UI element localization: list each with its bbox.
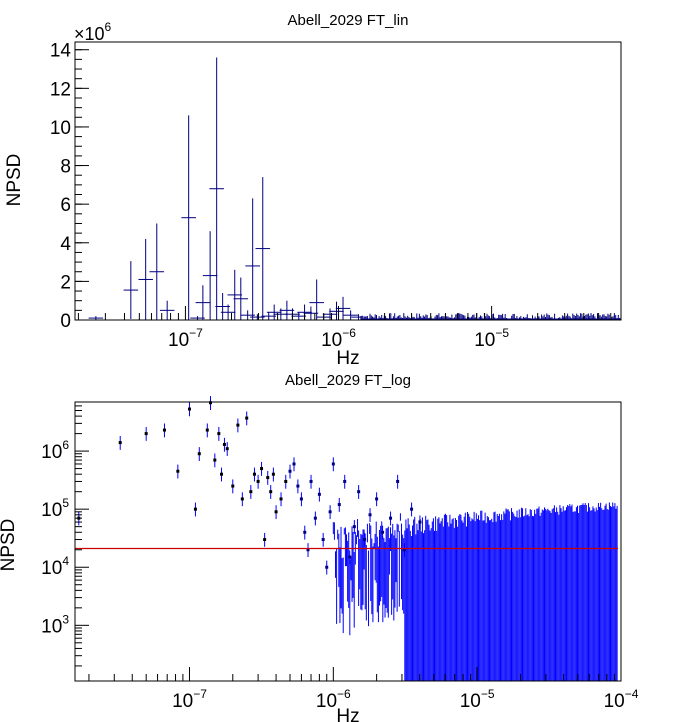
log-data-point <box>205 428 209 432</box>
lin-y-multiplier: ×106 <box>74 20 112 44</box>
log-data-point <box>274 510 278 514</box>
lin-y-tick-label: 6 <box>60 195 71 216</box>
log-data-point <box>284 479 288 483</box>
log-data-point <box>236 423 240 427</box>
log-x-tick-label: 10−5 <box>460 687 495 712</box>
log-data-point <box>368 513 372 517</box>
log-plot-frame <box>74 401 622 682</box>
log-y-ticks: 103 104 105 106 <box>41 401 89 667</box>
log-data-point <box>208 401 212 405</box>
log-x-tick-label: 10−6 <box>316 687 351 712</box>
log-data-point <box>309 479 313 483</box>
lin-y-axis-label: NPSD <box>4 154 25 207</box>
log-data-point <box>144 432 148 436</box>
log-data-point <box>325 565 329 569</box>
log-data-point <box>249 490 253 494</box>
log-data-point <box>299 497 303 501</box>
log-title: Abell_2029 FT_log <box>285 372 411 389</box>
log-data-point <box>217 432 221 436</box>
log-data-point <box>263 538 267 542</box>
log-data-point <box>331 462 335 466</box>
log-data-point <box>306 548 310 552</box>
lin-plot-frame <box>74 41 622 321</box>
lin-title: Abell_2029 FT_lin <box>288 12 409 29</box>
log-x-axis-label: Hz <box>336 706 359 722</box>
log-data-point <box>352 525 356 529</box>
log-data-point <box>220 472 224 476</box>
log-data-point <box>313 516 317 520</box>
log-data-point <box>222 442 226 446</box>
log-data-point <box>337 503 341 507</box>
log-data-point <box>187 407 191 411</box>
lin-x-tick-label: 10−5 <box>474 326 509 351</box>
log-data-point <box>193 507 197 511</box>
log-y-tick-label: 104 <box>41 554 69 579</box>
log-y-tick-label: 103 <box>41 612 69 637</box>
lin-y-tick-label: 12 <box>50 79 71 100</box>
log-data-point <box>389 516 393 520</box>
log-data-point <box>240 497 244 501</box>
lin-y-tick-label: 2 <box>60 272 71 293</box>
log-data-point <box>162 428 166 432</box>
log-data-point <box>317 492 321 496</box>
log-data-point <box>396 479 400 483</box>
lin-y-tick-label: 0 <box>60 311 71 332</box>
log-data-point <box>343 479 347 483</box>
log-data-point <box>213 458 217 462</box>
lin-y-tick-label: 14 <box>50 41 72 62</box>
lin-panel: Abell_2029 FT_lin 10−7 10−6 10−5 0 2 4 6 8 10 12… <box>4 12 622 369</box>
log-panel: Abell_2029 FT_log 10−7 10−6 10−5 10−4 10310… <box>0 372 639 722</box>
lin-x-tick-label: 10−7 <box>168 326 203 351</box>
log-y-tick-label: 106 <box>41 438 69 463</box>
log-data-point <box>279 497 283 501</box>
log-data-point <box>363 538 367 542</box>
log-data-point <box>321 538 325 542</box>
log-data-point <box>357 490 361 494</box>
lin-y-tick-label: 10 <box>50 118 71 139</box>
log-data-point <box>225 447 229 451</box>
lin-noise-floor <box>360 313 621 320</box>
log-data-point <box>260 467 264 471</box>
log-data-point <box>271 472 275 476</box>
log-data-point <box>231 484 235 488</box>
log-data-point <box>303 530 307 534</box>
log-data-point <box>266 476 270 480</box>
log-data-point <box>402 548 406 552</box>
lin-x-tick-label: 10−6 <box>321 326 356 351</box>
log-data-point <box>410 507 414 511</box>
log-dense-band <box>332 502 618 681</box>
lin-x-axis-label: Hz <box>336 348 359 369</box>
log-data-point <box>197 452 201 456</box>
log-data-point <box>269 490 273 494</box>
log-data-layer <box>77 396 618 681</box>
log-x-tick-label: 10−4 <box>604 687 639 712</box>
lin-data-layer <box>88 57 621 320</box>
log-data-point <box>418 520 422 524</box>
lin-y-ticks: 0 2 4 6 8 10 12 14 <box>50 41 89 332</box>
log-data-point <box>288 469 292 473</box>
log-data-point <box>176 469 180 473</box>
log-data-point <box>118 441 122 445</box>
log-data-point <box>252 472 256 476</box>
lin-y-tick-label: 4 <box>60 234 71 255</box>
log-data-point <box>256 479 260 483</box>
log-x-ticks: 10−7 10−6 10−5 10−4 <box>88 667 639 712</box>
log-data-point <box>296 484 300 488</box>
log-data-point <box>292 462 296 466</box>
log-data-point <box>245 416 249 420</box>
log-y-tick-label: 105 <box>41 496 69 521</box>
lin-x-ticks: 10−7 10−6 10−5 <box>77 306 612 351</box>
lin-y-tick-label: 8 <box>60 157 71 178</box>
log-data-point <box>328 510 332 514</box>
log-data-point <box>375 497 379 501</box>
log-data-point <box>381 530 385 534</box>
log-data-point <box>348 555 352 559</box>
log-y-axis-label: NPSD <box>0 519 19 572</box>
log-x-tick-label: 10−7 <box>172 687 207 712</box>
